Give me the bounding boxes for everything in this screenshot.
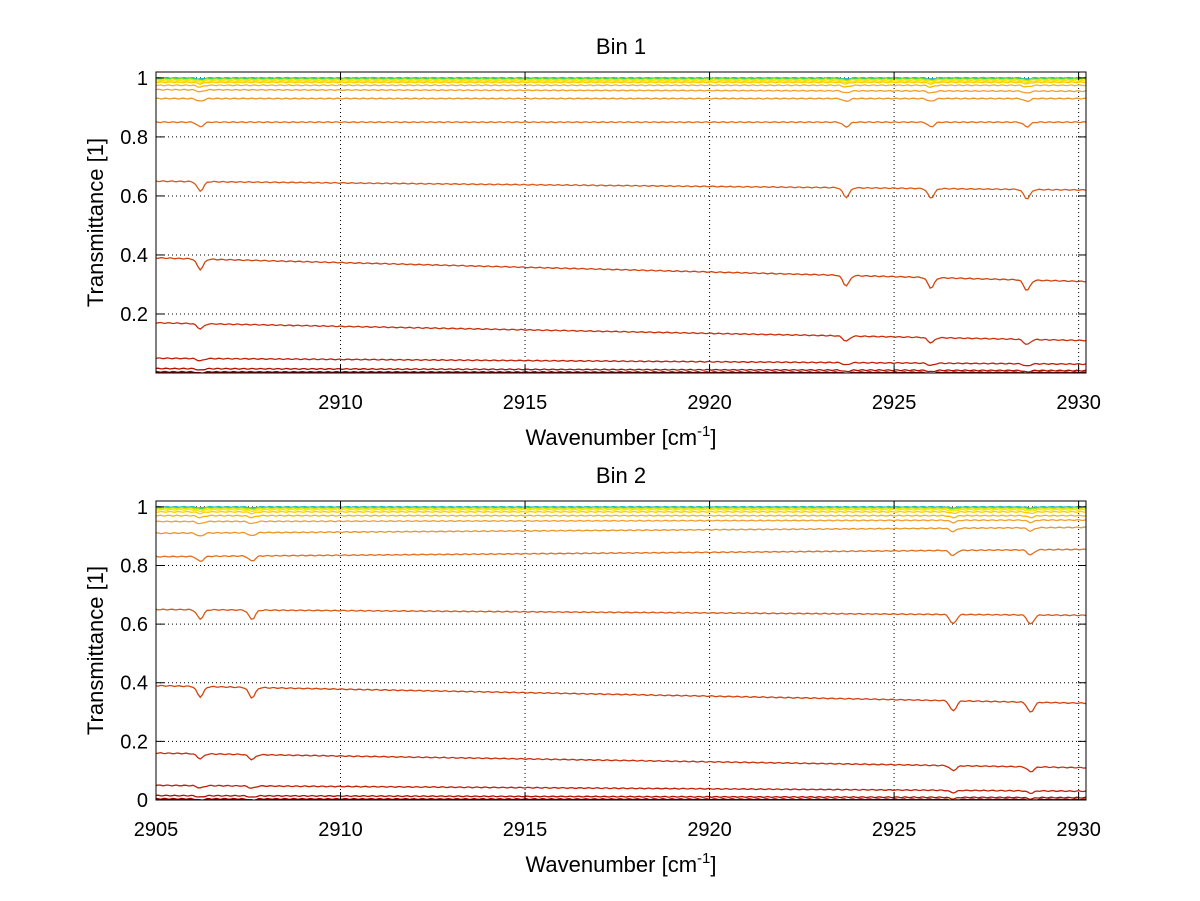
series-line-13: [156, 367, 1086, 373]
y-tick-label: 0.8: [120, 555, 148, 577]
series-line-13: [156, 794, 1086, 800]
chart-bin-2: 2905 2910 2915 2920 2925 2930 0 0.2 0.4 0.6 0.8 1 Bi…: [83, 463, 1101, 877]
series-line-9: [156, 608, 1086, 625]
x-axis-label: Wavenumber [cm-1]: [525, 850, 716, 877]
plot-area: [156, 72, 1086, 373]
series-line-12: [156, 784, 1086, 795]
y-tick-label: 0.2: [120, 304, 148, 326]
series-line-10: [156, 257, 1086, 291]
series-line-3: [156, 79, 1086, 84]
series-line-2: [156, 78, 1086, 82]
y-tick-label: 1: [137, 497, 148, 519]
chart-title: Bin 2: [596, 463, 646, 488]
series-line-11: [156, 752, 1086, 773]
series-line-9: [156, 180, 1086, 200]
y-axis-label: Transmittance [1]: [83, 566, 108, 735]
series-group: [156, 505, 1086, 800]
y-tick-label: 0.6: [120, 186, 148, 208]
x-tick-label: 2930: [1056, 819, 1101, 841]
x-tick-label: 2930: [1056, 392, 1101, 414]
series-line-11: [156, 321, 1086, 345]
series-line-8: [156, 121, 1086, 128]
axes-box: [155, 71, 1087, 374]
series-line-7: [156, 526, 1086, 537]
series-line-14: [156, 797, 1086, 800]
series-line-5: [156, 84, 1086, 88]
y-tick-label: 0.2: [120, 731, 148, 753]
series-line-5: [156, 514, 1086, 519]
x-tick-label: 2920: [687, 392, 732, 414]
x-axis-label: Wavenumber [cm-1]: [525, 423, 716, 450]
x-tick-label: 2910: [318, 819, 363, 841]
series-line-4: [156, 510, 1086, 515]
series-line-4: [156, 81, 1086, 85]
series-line-2: [156, 507, 1086, 511]
y-tick-label: 0: [137, 790, 148, 812]
series-line-1: [156, 77, 1086, 81]
y-tick-label: 0.8: [120, 127, 148, 149]
y-tick-label: 0.4: [120, 245, 148, 267]
series-line-10: [156, 684, 1086, 713]
x-tick-label: 2925: [872, 392, 917, 414]
chart-title: Bin 1: [596, 34, 646, 59]
series-line-14: [156, 370, 1086, 373]
series-line-8: [156, 548, 1086, 562]
series-line-12: [156, 357, 1086, 367]
chart-bin-1: 2910 2915 2920 2925 2930 0.2 0.4 0.6 0.8 1 Bin 1 Wa…: [83, 34, 1101, 450]
series-line-7: [156, 97, 1086, 103]
y-tick-label: 0.6: [120, 614, 148, 636]
series-line-6: [156, 519, 1086, 525]
x-tick-label: 2920: [687, 819, 732, 841]
x-tick-label: 2905: [134, 819, 179, 841]
series-line-6: [156, 88, 1086, 94]
series-line-3: [156, 508, 1086, 513]
y-axis-label: Transmittance [1]: [83, 138, 108, 307]
y-tick-label: 1: [137, 68, 148, 90]
x-tick-label: 2915: [503, 392, 548, 414]
axes-box: [155, 500, 1087, 801]
y-tick-label: 0.4: [120, 673, 148, 695]
x-tick-label: 2910: [318, 392, 363, 414]
x-tick-label: 2915: [503, 819, 548, 841]
series-line-1: [156, 506, 1086, 510]
x-tick-label: 2925: [872, 819, 917, 841]
